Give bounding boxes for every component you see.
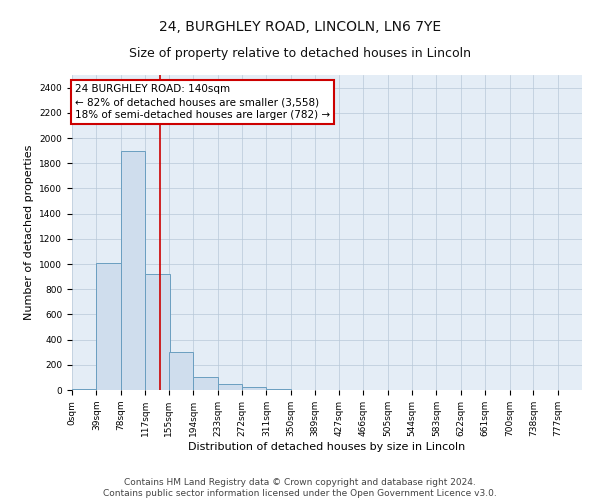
Text: 24 BURGHLEY ROAD: 140sqm
← 82% of detached houses are smaller (3,558)
18% of sem: 24 BURGHLEY ROAD: 140sqm ← 82% of detach… [75,84,330,120]
Bar [193,377,218,390]
Y-axis label: Number of detached properties: Number of detached properties [24,145,34,320]
Text: Size of property relative to detached houses in Lincoln: Size of property relative to detached ho… [129,48,471,60]
Text: Contains HM Land Registry data © Crown copyright and database right 2024.
Contai: Contains HM Land Registry data © Crown c… [103,478,497,498]
Bar [121,150,145,390]
Bar [145,274,170,390]
Bar [97,262,121,390]
X-axis label: Distribution of detached houses by size in Lincoln: Distribution of detached houses by size … [188,442,466,452]
Text: 24, BURGHLEY ROAD, LINCOLN, LN6 7YE: 24, BURGHLEY ROAD, LINCOLN, LN6 7YE [159,20,441,34]
Bar [72,388,97,390]
Bar [242,387,266,390]
Bar [218,384,242,390]
Bar [169,352,193,390]
